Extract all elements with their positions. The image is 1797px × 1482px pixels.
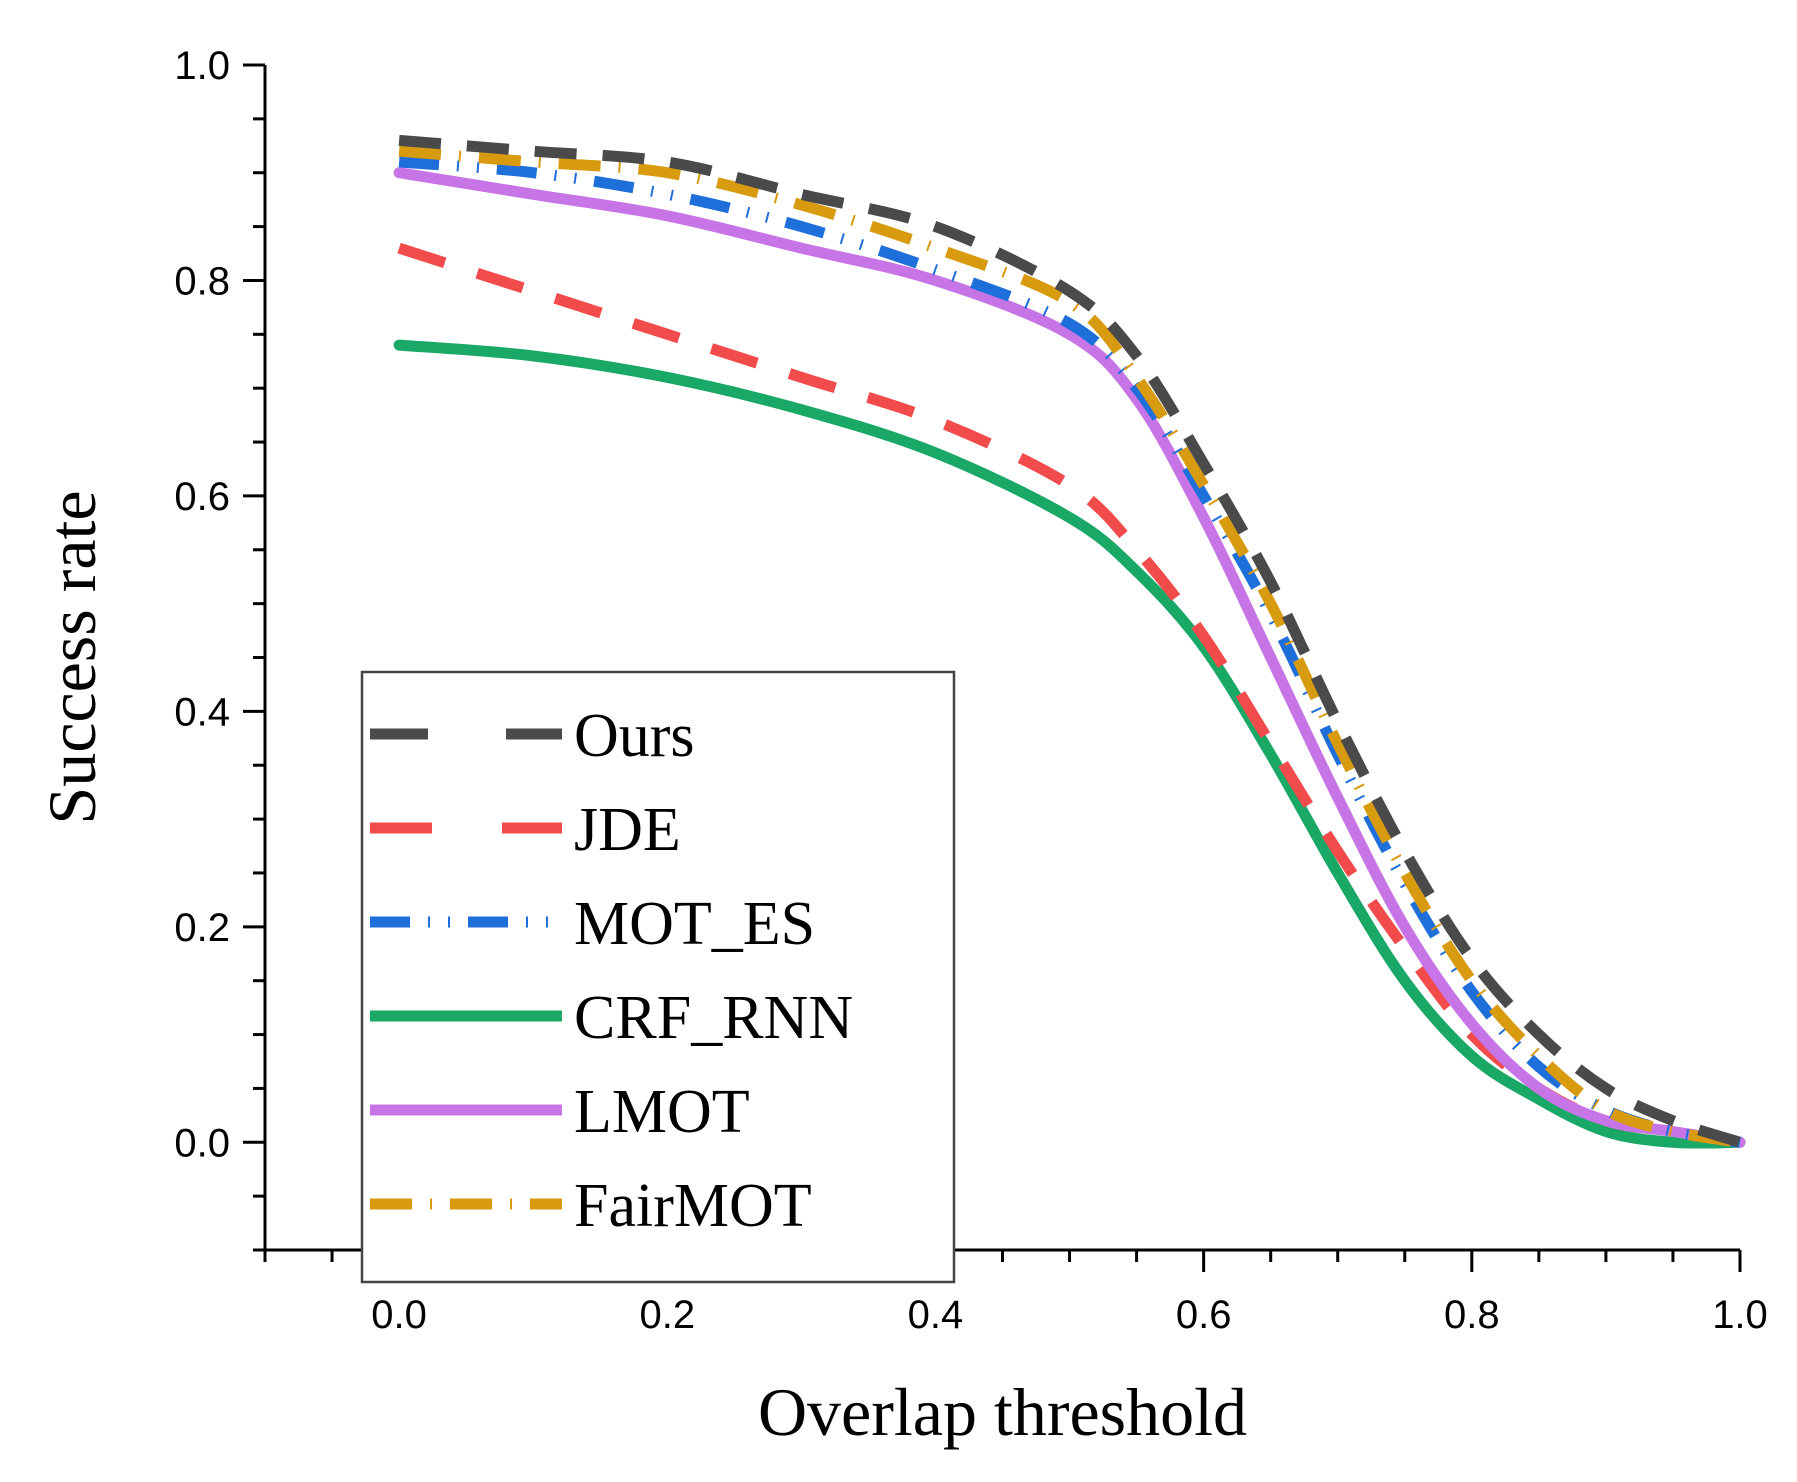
y-tick-label: 1.0 [174, 44, 230, 88]
series-line-mot-es [398, 156, 1741, 1148]
series-line-lmot [393, 167, 1746, 1148]
y-tick-label: 0.6 [174, 475, 230, 519]
x-tick-label: 1.0 [1712, 1293, 1768, 1337]
legend-label-crf-rnn: CRF_RNN [574, 984, 853, 1052]
legend: Ours JDE MOT_ES CRF_RNN LMOT FairMOT [360, 670, 956, 1284]
x-tick-label: 0.2 [639, 1293, 695, 1337]
legend-label-jde: JDE [574, 796, 681, 864]
y-tick-label: 0.4 [174, 690, 230, 734]
legend-label-mot-es: MOT_ES [574, 890, 815, 958]
y-tick-label: 0.0 [174, 1121, 230, 1165]
legend-label-fairmot: FairMOT [574, 1172, 812, 1240]
legend-box [360, 670, 956, 1284]
x-tick-label: 0.6 [1176, 1293, 1232, 1337]
x-tick-label: 0.8 [1444, 1293, 1500, 1337]
x-axis-title: Overlap threshold [758, 1374, 1247, 1450]
y-tick-label: 0.2 [174, 906, 230, 950]
series-layer [393, 134, 1746, 1149]
x-tick-label: 0.4 [908, 1293, 964, 1337]
y-axis-title: Success rate [34, 490, 110, 824]
series-line-fairmot [398, 145, 1741, 1148]
legend-label-lmot: LMOT [574, 1078, 750, 1146]
series-line-ours [398, 134, 1742, 1148]
series-line-crf-rnn [393, 339, 1746, 1149]
x-tick-label: 0.0 [371, 1293, 427, 1337]
y-tick-label: 0.8 [174, 259, 230, 303]
legend-label-ours: Ours [574, 702, 695, 770]
